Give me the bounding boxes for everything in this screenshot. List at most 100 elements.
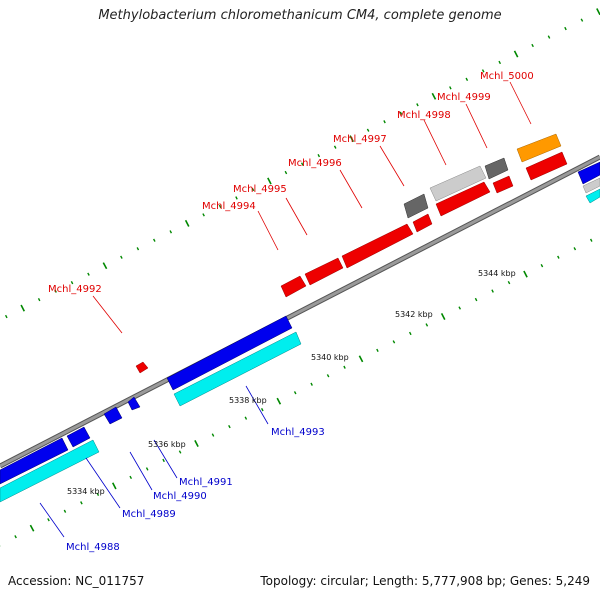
tick-mark [14,535,17,539]
label-mchl-4990[interactable]: Mchl_4990 [153,491,207,502]
feature-edge-c[interactable] [585,188,600,204]
scale-labels: 5334 kbp 5336 kbp 5338 kbp 5340 kbp 5342… [67,269,516,496]
tick-mark [260,407,264,412]
tick-mark [431,92,437,100]
tick-mark [29,524,35,532]
label-mchl-4999[interactable]: Mchl_4999 [437,92,491,103]
tick-mark [178,450,182,454]
tick-mark [235,196,238,200]
feature-mchl-4997a[interactable] [403,193,429,219]
tick-mark [349,135,355,143]
label-mchl-4998[interactable]: Mchl_4998 [397,110,451,121]
feature-mchl-4998-other[interactable] [429,165,487,202]
tick-mark [392,340,396,344]
tick-mark [218,204,222,209]
tick-mark [317,153,321,158]
feature-mchl-4996[interactable] [341,223,414,269]
tick-mark [267,177,272,185]
tick-mark [596,8,600,16]
feature-mchl-4995[interactable] [304,257,344,286]
label-mchl-4989[interactable]: Mchl_4989 [122,509,176,520]
tick-mark [358,355,364,363]
feature-mchl-4988[interactable] [0,437,69,485]
feature-mchl-4997[interactable] [412,213,433,233]
tick-mark [47,518,50,522]
feature-mchl-4993-rna[interactable] [173,331,302,407]
scale-label-5334: 5334 kbp [67,487,105,496]
feature-mchl-4993[interactable] [166,315,293,391]
tick-mark [54,289,57,293]
tick-mark [244,416,248,420]
genome-summary: Topology: circular; Length: 5,777,908 bp… [260,574,590,588]
tick-mark [416,103,419,107]
scale-label-5344: 5344 kbp [478,269,516,278]
forward-features [135,133,600,374]
tick-mark [498,60,502,65]
tick-mark [589,238,593,242]
feature-edge-a[interactable] [577,161,600,185]
tick-mark [136,247,140,251]
tick-mark [540,263,544,268]
label-mchl-4997[interactable]: Mchl_4997 [333,134,387,145]
tick-mark [228,424,231,429]
tick-mark [211,433,215,437]
feature-mchl-4992[interactable] [135,361,149,374]
tick-mark [293,391,297,395]
tick-mark [300,162,304,166]
feature-mchl-5000[interactable] [516,133,562,163]
feature-mchl-4988-rna[interactable] [0,439,100,503]
tick-mark [194,440,199,447]
tick-mark [523,270,528,278]
tick-mark [343,365,346,369]
tick-mark [102,262,108,270]
label-mchl-4993[interactable]: Mchl_4993 [271,427,325,438]
tick-mark [531,43,534,48]
label-mchl-4994[interactable]: Mchl_4994 [202,201,256,212]
tick-mark [70,280,74,285]
tick-mark [326,374,330,378]
forward-labels: Mchl_4992 Mchl_4994 Mchl_4995 Mchl_4996 … [48,71,534,295]
label-mchl-4991[interactable]: Mchl_4991 [179,477,233,488]
tick-mark [80,501,83,505]
tick-mark [96,492,100,497]
tick-mark [310,382,313,386]
tick-mark [202,213,205,217]
tick-mark [4,314,8,319]
feature-mchl-4998[interactable] [435,181,491,217]
tick-mark [513,50,519,58]
tick-row-outer [4,8,600,319]
label-mchl-4996[interactable]: Mchl_4996 [288,158,342,169]
feature-mchl-4990[interactable] [103,406,123,425]
label-mchl-4995[interactable]: Mchl_4995 [233,184,287,195]
tick-mark [383,120,386,124]
tick-mark [366,128,370,132]
feature-mchl-5001[interactable] [525,151,568,181]
tick-mark [87,272,90,276]
accession-text: Accession: NC_011757 [8,574,145,588]
tick-mark [408,331,412,336]
scale-label-5340: 5340 kbp [311,353,349,362]
feature-mchl-4999a[interactable] [484,157,509,180]
tick-mark [169,230,173,234]
tick-mark [37,297,41,302]
scale-label-5336: 5336 kbp [148,440,186,449]
tick-mark [120,255,123,259]
reverse-features [0,315,302,503]
tick-row-inner [0,238,593,547]
feature-mchl-4999[interactable] [492,175,514,194]
tick-mark [440,313,446,320]
label-mchl-4988[interactable]: Mchl_4988 [66,542,120,553]
tick-mark [573,247,577,251]
tick-mark [376,348,379,353]
feature-mchl-4989[interactable] [66,426,91,448]
feature-mchl-4991[interactable] [127,396,141,411]
tick-mark [507,280,511,285]
tick-mark [145,467,149,471]
tick-mark [481,69,485,73]
tick-mark [276,397,282,405]
label-mchl-5000[interactable]: Mchl_5000 [480,71,534,82]
feature-edge-b[interactable] [582,177,600,194]
feature-mchl-4994[interactable] [280,275,307,298]
scale-label-5338: 5338 kbp [229,396,267,405]
label-mchl-4992[interactable]: Mchl_4992 [48,284,102,295]
